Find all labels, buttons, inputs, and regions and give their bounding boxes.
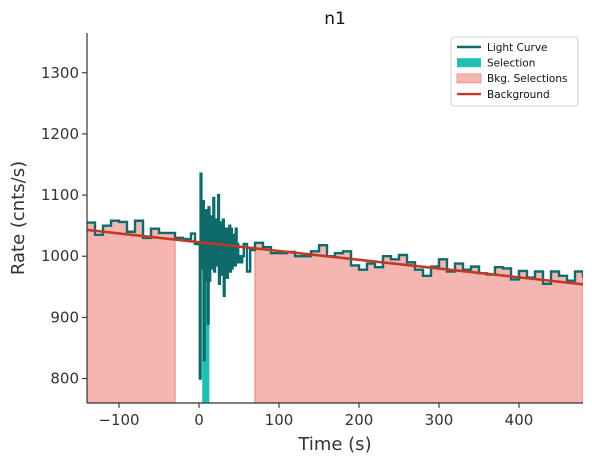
background-fit-line: [87, 228, 583, 286]
legend-item-light-curve: Light Curve: [457, 42, 548, 54]
y-axis-label: Rate (cnts/s): [8, 161, 29, 275]
legend-swatch: [457, 58, 481, 68]
light-curve-line: [87, 172, 583, 380]
plot-area: [87, 172, 583, 403]
x-axis-label: Time (s): [297, 434, 371, 455]
x-tick-label: 200: [345, 411, 374, 429]
y-tick-label: 1000: [41, 247, 79, 265]
axes: −100 0 100 200 300 400 800 900 1000 1100 1200 1300: [41, 33, 583, 429]
y-tick-label: 1300: [41, 64, 79, 82]
legend: Light Curve Selection Bkg. Selections Backg…: [450, 36, 579, 107]
legend-label: Background: [487, 89, 550, 101]
legend-label: Bkg. Selections: [487, 73, 567, 85]
legend-swatch: [456, 73, 482, 84]
x-tick-label: −100: [98, 411, 139, 429]
legend-label: Selection: [487, 58, 535, 70]
y-tick-label: 900: [50, 308, 79, 326]
chart-title: n1: [324, 9, 346, 29]
x-tick-label: 300: [425, 411, 454, 429]
y-tick-label: 1100: [41, 186, 79, 204]
bkg-selection-region-1: [87, 220, 176, 403]
legend-item-background: Background: [457, 89, 550, 101]
y-tick-label: 800: [50, 370, 79, 388]
x-tick-label: 100: [265, 411, 294, 429]
x-tick-label: 400: [505, 411, 534, 429]
x-tick-label: 0: [194, 411, 204, 429]
legend-box: [450, 36, 579, 107]
legend-item-selection: Selection: [457, 58, 535, 70]
y-tick-label: 1200: [41, 125, 79, 143]
legend-label: Light Curve: [487, 42, 548, 54]
legend-item-bkg: Bkg. Selections: [456, 73, 567, 85]
